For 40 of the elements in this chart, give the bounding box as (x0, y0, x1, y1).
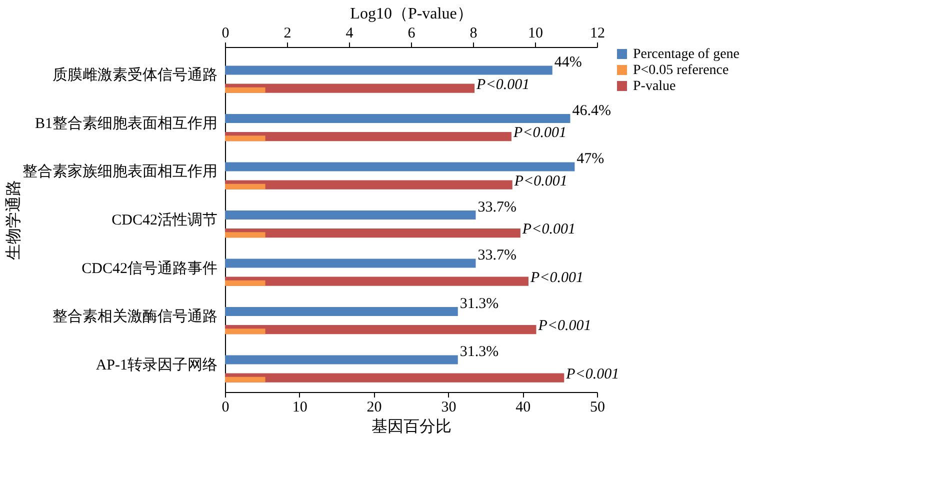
x-tick-label: 10 (292, 400, 308, 416)
x-tick-label: 50 (590, 400, 605, 416)
y-axis-title: 生物学通路 (4, 180, 22, 260)
x-tick-label: 0 (222, 400, 230, 416)
data-label: P<0.001 (512, 125, 566, 142)
data-label: P<0.001 (521, 222, 576, 238)
x2-tick-label: 6 (408, 26, 416, 42)
data-label: 31.3% (460, 344, 499, 360)
x2-tick-label: 0 (222, 26, 230, 42)
y-tick-label: B1整合素细胞表面相互作用 (34, 114, 218, 132)
data-label: P<0.001 (529, 270, 584, 286)
x-tick-label: 40 (516, 400, 531, 416)
legend-label: Percentage of gene (633, 47, 740, 62)
x2-tick-label: 4 (346, 26, 354, 42)
x2-axis-title: Log10（P-value） (350, 6, 473, 22)
legend-label: P-value (633, 79, 676, 94)
data-label: P<0.001 (476, 76, 530, 93)
data-label: 44% (554, 54, 582, 71)
data-label: P<0.001 (565, 366, 620, 382)
x-tick-label: 30 (441, 400, 456, 416)
x-axis-title: 基因百分比 (372, 418, 452, 436)
data-label: 31.3% (460, 296, 499, 312)
data-label: 47% (576, 151, 604, 168)
x2-tick-label: 10 (528, 26, 543, 42)
y-tick-label: AP-1转录因子网络 (96, 356, 218, 374)
data-label: 46.4% (572, 102, 611, 119)
x2-tick-label: 2 (284, 26, 292, 42)
data-label: 33.7% (478, 248, 516, 264)
y-tick-label: 整合素相关激酶信号通路 (52, 308, 218, 326)
data-label: P<0.001 (537, 318, 592, 334)
legend-label: P<0.05 reference (633, 63, 729, 78)
x2-tick-label: 8 (470, 26, 478, 42)
y-tick-label: 质膜雌激素受体信号通路 (52, 66, 218, 84)
data-label: 33.7% (478, 199, 516, 216)
y-tick-label: 整合素家族细胞表面相互作用 (22, 163, 218, 180)
data-label: P<0.001 (513, 173, 568, 190)
x2-tick-label: 12 (590, 26, 605, 42)
y-tick-label: CDC42活性调节 (112, 212, 218, 228)
y-tick-label: CDC42信号通路事件 (82, 260, 218, 277)
x-tick-label: 20 (366, 400, 382, 416)
